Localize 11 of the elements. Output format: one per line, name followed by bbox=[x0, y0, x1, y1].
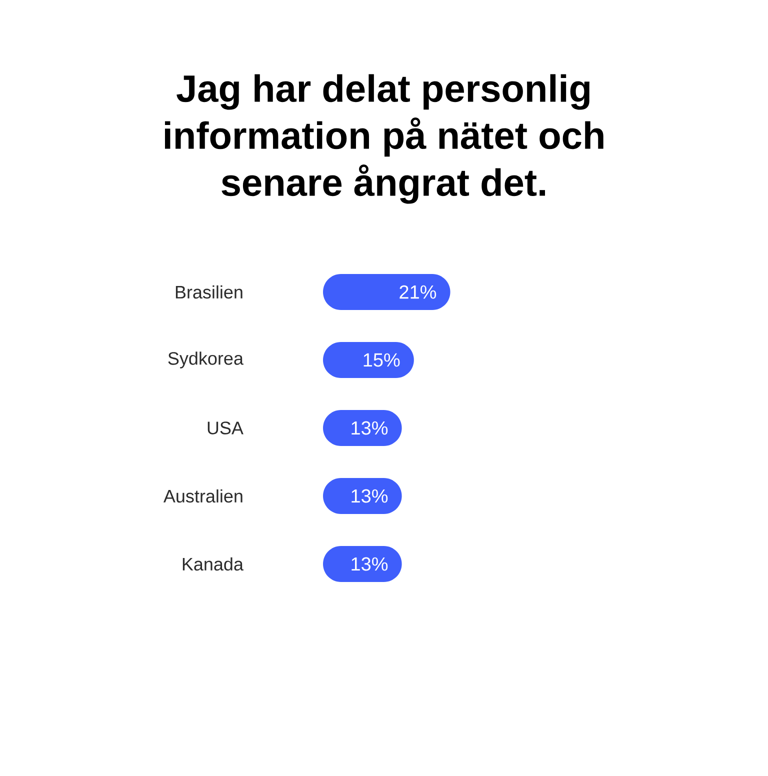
y-tick-label: Brasilien bbox=[176, 285, 242, 299]
y-tick-label: USA bbox=[208, 422, 244, 434]
data-label: 13% bbox=[352, 421, 388, 435]
data-label: 13% bbox=[352, 489, 388, 503]
y-tick-label: Sydkorea bbox=[168, 352, 244, 368]
y-tick-label: Australien bbox=[163, 489, 242, 503]
y-tick-label: Kanada bbox=[182, 557, 244, 571]
chart-title: Jag har delat personlig information på nätet och senare ångrat det. bbox=[164, 74, 604, 204]
data-label: 21% bbox=[400, 285, 436, 299]
data-label: 13% bbox=[352, 557, 388, 571]
data-label: 15% bbox=[364, 353, 400, 367]
